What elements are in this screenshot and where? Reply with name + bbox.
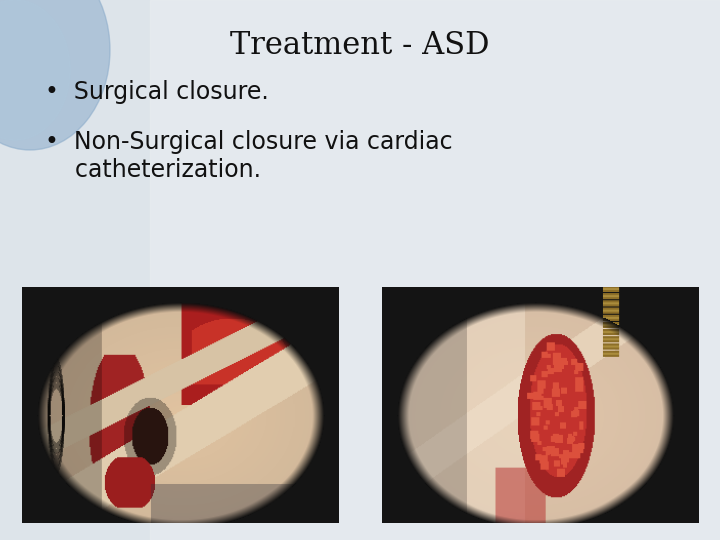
Ellipse shape [0,0,110,150]
Text: •  Non-Surgical closure via cardiac
    catheterization.: • Non-Surgical closure via cardiac cathe… [45,130,453,182]
Circle shape [676,496,694,514]
Bar [150,0,720,540]
Text: •  Surgical closure.: • Surgical closure. [45,80,269,104]
Circle shape [295,495,315,515]
Text: Treatment - ASD: Treatment - ASD [230,30,490,61]
Ellipse shape [0,0,70,140]
